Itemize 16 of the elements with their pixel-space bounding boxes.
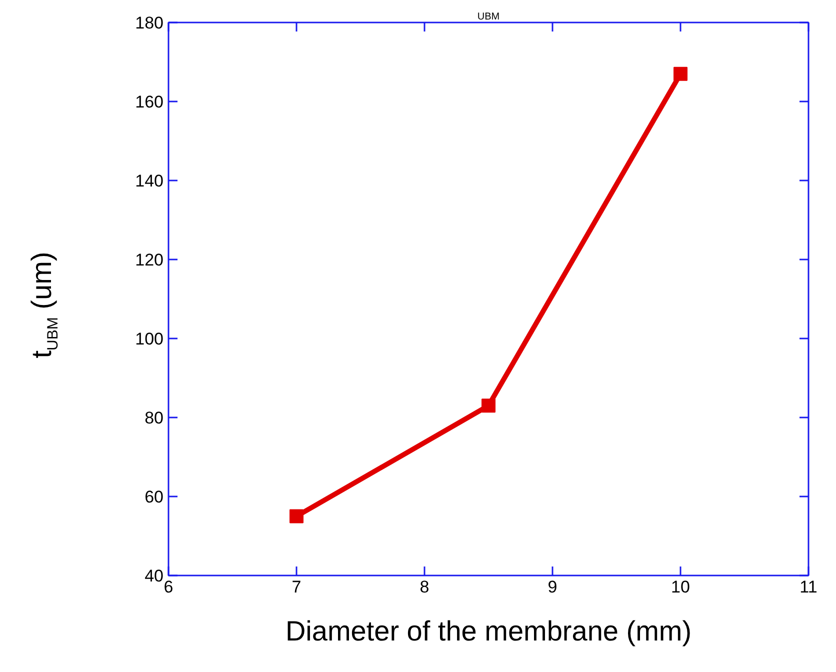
y-tick-label: 120 xyxy=(135,250,164,270)
chart-title: UBM xyxy=(477,12,500,22)
y-tick-label: 140 xyxy=(135,172,164,190)
x-axis-title: Diameter of the membrane (mm) xyxy=(285,616,692,646)
x-tick-label: 7 xyxy=(292,578,302,596)
x-tick-label: 8 xyxy=(420,578,430,596)
x-tick-label: 9 xyxy=(548,578,558,596)
x-tick-label: 6 xyxy=(164,578,174,596)
y-tick-label: 100 xyxy=(135,330,164,348)
x-tick-label: 10 xyxy=(671,578,690,596)
y-tick-label: 160 xyxy=(135,92,164,112)
y-tick-label: 80 xyxy=(144,408,164,428)
y-tick-label: 40 xyxy=(144,566,164,586)
x-tick-label: 11 xyxy=(800,578,818,596)
y-tick-label: 60 xyxy=(144,488,164,506)
y-tick-label: 180 xyxy=(135,14,164,32)
